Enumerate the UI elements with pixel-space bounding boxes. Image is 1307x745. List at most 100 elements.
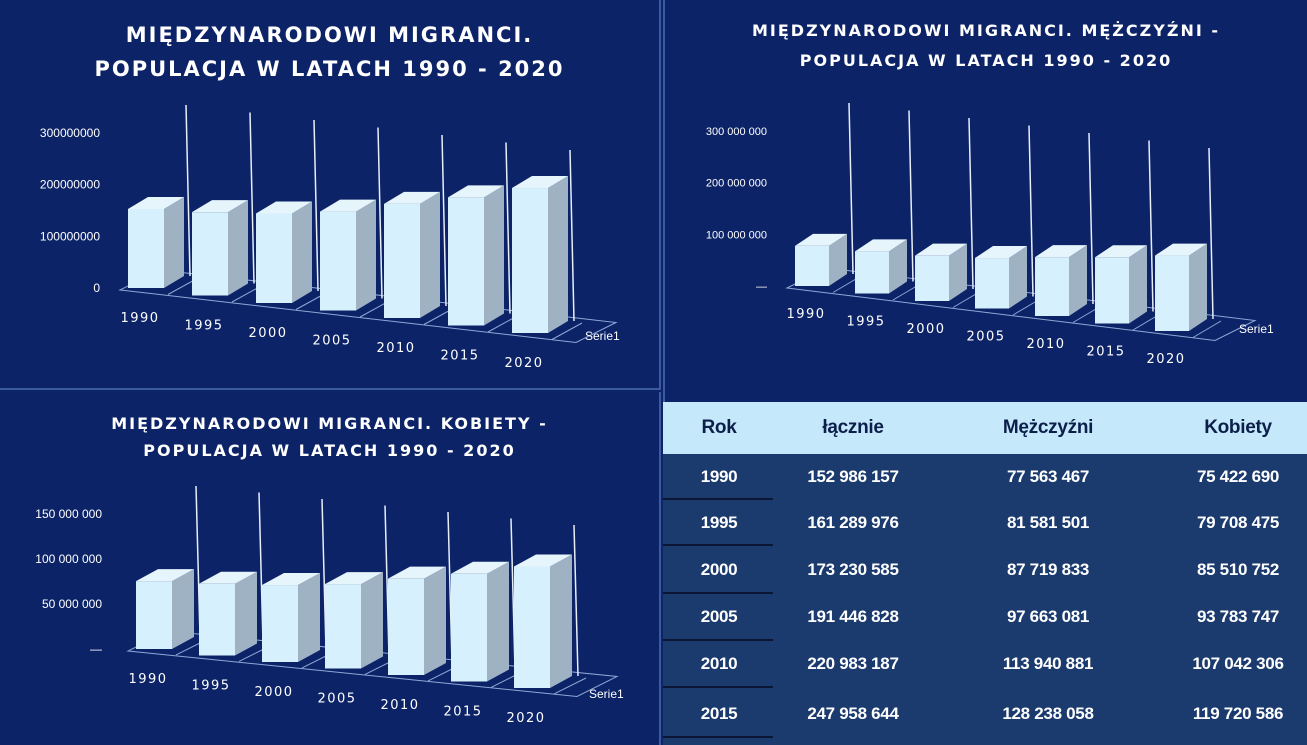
bar-top — [384, 191, 440, 204]
x-tick-label: 2015 — [443, 705, 482, 720]
y-tick-label: 50 000 000 — [42, 597, 102, 611]
row-divider — [663, 544, 773, 546]
row-divider — [663, 592, 773, 594]
bar-side — [298, 573, 320, 662]
row-divider — [663, 686, 773, 688]
x-tick-label: 2005 — [317, 692, 356, 707]
chart-men: — 100 000 000 200 000 000 300 000 000 1990 19… — [706, 102, 1274, 367]
x-tick-label: 2005 — [966, 330, 1005, 345]
series-label: Serie1 — [1239, 322, 1274, 336]
y-tick-label: 150 000 000 — [35, 507, 102, 521]
chart-women-title: MIĘDZYNARODOWI MIGRANCI. KOBIETY - POPUL… — [0, 410, 659, 464]
bar-top — [136, 569, 194, 582]
bar-side — [550, 554, 572, 688]
row-divider — [663, 736, 773, 738]
bar-top — [192, 200, 248, 213]
cell-year: 2010 — [700, 654, 738, 673]
header-rok: Rok — [701, 417, 737, 438]
bar-top — [128, 196, 184, 209]
header-kobiety: Kobiety — [1204, 417, 1272, 438]
bar — [915, 255, 949, 301]
cell-women: 119 720 586 — [1192, 704, 1284, 723]
cell-men: 113 940 881 — [1002, 654, 1094, 673]
bar-top — [915, 243, 967, 256]
header-mezczyzni: Mężczyźni — [1002, 417, 1094, 438]
bar-side — [420, 191, 440, 318]
y-tick-label: 200000000 — [40, 178, 100, 192]
series-label: Serie1 — [589, 687, 624, 701]
chart-total-title-line1: MIĘDZYNARODOWI MIGRANCI. — [125, 23, 534, 47]
bar-side — [1009, 246, 1027, 309]
bar-top — [256, 201, 312, 214]
cell-year: 2015 — [700, 704, 738, 723]
data-table: Rok łącznie Mężczyźni Kobiety 1990 152 9… — [663, 402, 1307, 745]
cell-women: 75 422 690 — [1196, 467, 1280, 486]
bar-top — [1155, 243, 1207, 256]
x-tick-label: 1990 — [120, 311, 159, 326]
wall-line — [848, 102, 854, 275]
x-tick-label: 2015 — [440, 349, 479, 364]
wall-line — [569, 149, 575, 322]
chart-total-panel: MIĘDZYNARODOWI MIGRANCI. POPULACJA W LAT… — [0, 0, 661, 390]
cell-men: 87 719 833 — [1006, 560, 1090, 579]
y-tick-label: 100000000 — [40, 229, 100, 243]
bar — [975, 258, 1009, 309]
floor-line — [553, 677, 587, 695]
bar-top — [320, 199, 376, 212]
bar-side — [1129, 245, 1147, 324]
cell-year: 1995 — [700, 513, 738, 532]
x-tick-label: 1995 — [191, 679, 230, 694]
header-lacznie: łącznie — [822, 417, 884, 438]
chart-women-title-line1: MIĘDZYNARODOWI MIGRANCI. KOBIETY - — [111, 414, 548, 433]
x-tick-label: 2000 — [254, 685, 293, 700]
cell-men: 77 563 467 — [1006, 467, 1090, 486]
bar — [388, 578, 424, 675]
wall-line — [185, 104, 191, 277]
chart-women-panel: MIĘDZYNARODOWI MIGRANCI. KOBIETY - POPUL… — [0, 392, 661, 745]
bar-side — [548, 176, 568, 333]
bar-top — [199, 571, 257, 584]
x-tick-label: 1995 — [184, 319, 223, 334]
bar-side — [484, 185, 504, 326]
cell-women: 85 510 752 — [1196, 560, 1280, 579]
floor-line — [1192, 320, 1222, 338]
y-tick-label: 100 000 000 — [706, 229, 767, 241]
bar — [136, 581, 172, 649]
table-header: Rok łącznie Mężczyźni Kobiety — [663, 402, 1307, 454]
x-tick-label: 2010 — [376, 341, 415, 356]
bar-side — [292, 201, 312, 303]
chart-men-title-line2: POPULACJA W LATACH 1990 - 2020 — [799, 51, 1173, 70]
bar-side — [172, 569, 194, 649]
bar-side — [949, 243, 967, 301]
wall-line — [377, 127, 383, 299]
cell-men: 97 663 081 — [1006, 607, 1090, 626]
x-tick-label: 1990 — [128, 672, 167, 687]
bar — [262, 585, 298, 662]
bar — [1155, 255, 1189, 331]
cell-men: 81 581 501 — [1006, 513, 1090, 532]
bar-side — [228, 200, 248, 296]
bar-top — [512, 176, 568, 189]
bar-side — [361, 572, 383, 669]
wall-line — [313, 119, 319, 292]
bar — [512, 188, 548, 333]
cell-total: 152 986 157 — [807, 467, 899, 486]
wall-line — [505, 142, 511, 314]
y-tick-label: 300 000 000 — [706, 126, 767, 138]
bar — [199, 583, 235, 656]
bar — [1035, 257, 1069, 316]
bar — [325, 584, 361, 669]
cell-women: 93 783 747 — [1196, 607, 1280, 626]
cell-total: 161 289 976 — [807, 513, 899, 532]
bar — [256, 213, 292, 303]
wall-line — [441, 134, 447, 307]
y-tick-label: 300000000 — [40, 126, 100, 140]
wall-line — [968, 117, 974, 290]
bar-side — [235, 571, 257, 656]
wall-line — [1148, 140, 1154, 312]
bar-top — [975, 246, 1027, 259]
cell-total: 173 230 585 — [807, 560, 899, 579]
bar-side — [424, 566, 446, 675]
bar — [320, 211, 356, 311]
bar-side — [829, 233, 847, 286]
